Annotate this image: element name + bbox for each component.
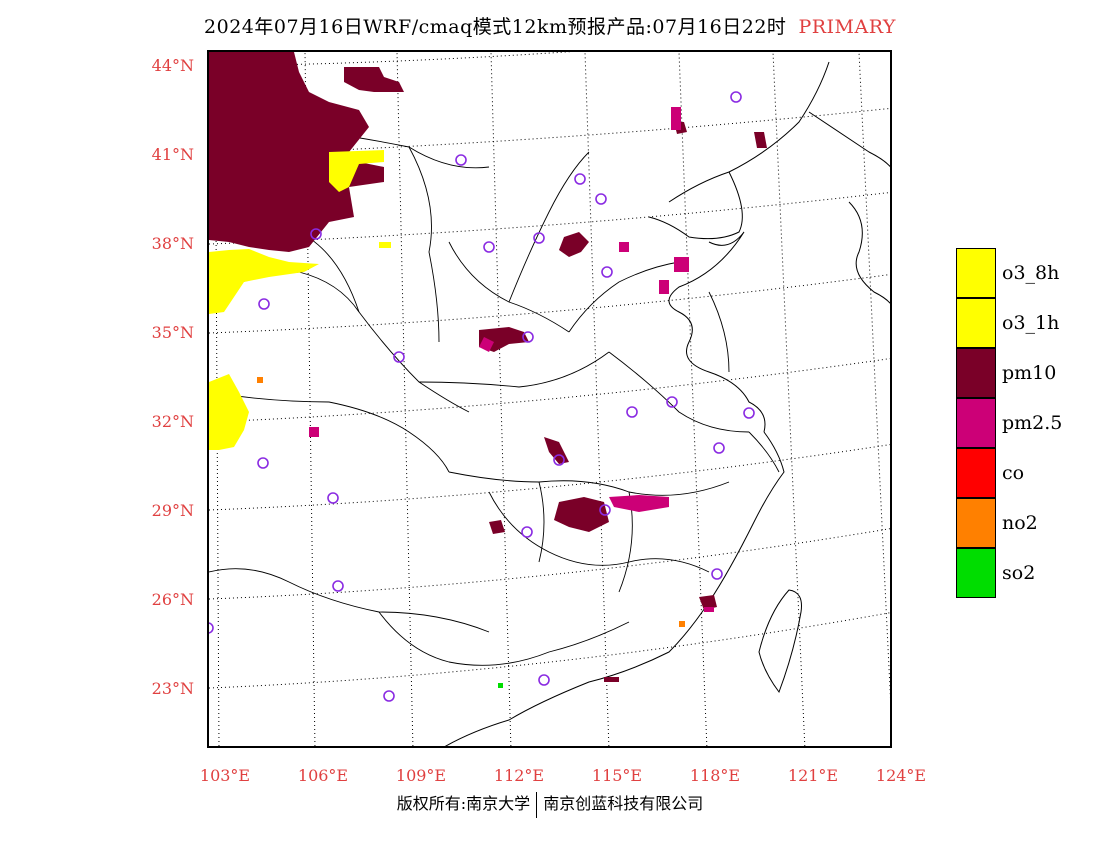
legend-item-so2: so2 [956, 548, 1096, 598]
legend-item-pm10: pm10 [956, 348, 1096, 398]
lat-label-35n: 35°N [151, 323, 194, 342]
legend-label-pm25: pm2.5 [1002, 412, 1063, 434]
so2-areas [498, 683, 503, 688]
legend-swatch-no2 [956, 498, 996, 548]
station-markers [209, 91, 755, 702]
footer-separator [536, 791, 538, 818]
legend-label-co: co [1002, 462, 1025, 484]
lon-label-109e: 109°E [395, 766, 447, 785]
legend-item-o3-1h: o3_1h [956, 298, 1096, 348]
footer-left: 版权所有:南京大学 [396, 794, 531, 813]
lon-label-115e: 115°E [591, 766, 643, 785]
legend-swatch-pm10 [956, 348, 996, 398]
legend-item-pm25: pm2.5 [956, 398, 1096, 448]
lat-label-44n: 44°N [151, 56, 194, 75]
lon-label-118e: 118°E [689, 766, 741, 785]
legend-swatch-pm25 [956, 398, 996, 448]
map-svg [209, 52, 890, 746]
lon-label-106e: 106°E [297, 766, 349, 785]
pm10-areas [209, 52, 767, 682]
title-tag: PRIMARY [798, 16, 896, 38]
lat-label-38n: 38°N [151, 234, 194, 253]
legend-label-pm10: pm10 [1002, 362, 1057, 384]
legend-label-o3-8h: o3_8h [1002, 262, 1060, 284]
no2-areas [257, 377, 685, 627]
legend-item-co: co [956, 448, 1096, 498]
lat-label-41n: 41°N [151, 145, 194, 164]
lat-label-29n: 29°N [151, 501, 194, 520]
lon-label-121e: 121°E [787, 766, 839, 785]
map-canvas[interactable] [207, 50, 892, 748]
lon-label-124e: 124°E [875, 766, 927, 785]
pm25-areas [309, 107, 714, 612]
legend-swatch-co [956, 448, 996, 498]
footer-right: 南京创蓝科技有限公司 [543, 794, 704, 813]
coastline [444, 61, 890, 746]
o3-areas [209, 150, 391, 450]
lon-label-103e: 103°E [199, 766, 251, 785]
legend-label-so2: so2 [1002, 562, 1036, 584]
lat-label-32n: 32°N [151, 412, 194, 431]
lat-label-23n: 23°N [151, 679, 194, 698]
legend-label-no2: no2 [1002, 512, 1038, 534]
legend-item-o3-8h: o3_8h [956, 248, 1096, 298]
pollutant-legend: o3_8h o3_1h pm10 pm2.5 co no2 so2 [956, 248, 1096, 598]
legend-item-no2: no2 [956, 498, 1096, 548]
map-title: 2024年07月16日WRF/cmaq模式12km预报产品:07月16日22时 P… [0, 12, 1100, 39]
lon-label-112e: 112°E [493, 766, 545, 785]
lat-label-26n: 26°N [151, 590, 194, 609]
legend-swatch-o3-1h [956, 298, 996, 348]
longitude-gridlines [214, 52, 890, 746]
title-main: 2024年07月16日WRF/cmaq模式12km预报产品:07月16日22时 [204, 16, 787, 38]
legend-swatch-so2 [956, 548, 996, 598]
legend-swatch-o3-8h [956, 248, 996, 298]
copyright-footer: 版权所有:南京大学 南京创蓝科技有限公司 [0, 790, 1100, 818]
legend-label-o3-1h: o3_1h [1002, 312, 1060, 334]
